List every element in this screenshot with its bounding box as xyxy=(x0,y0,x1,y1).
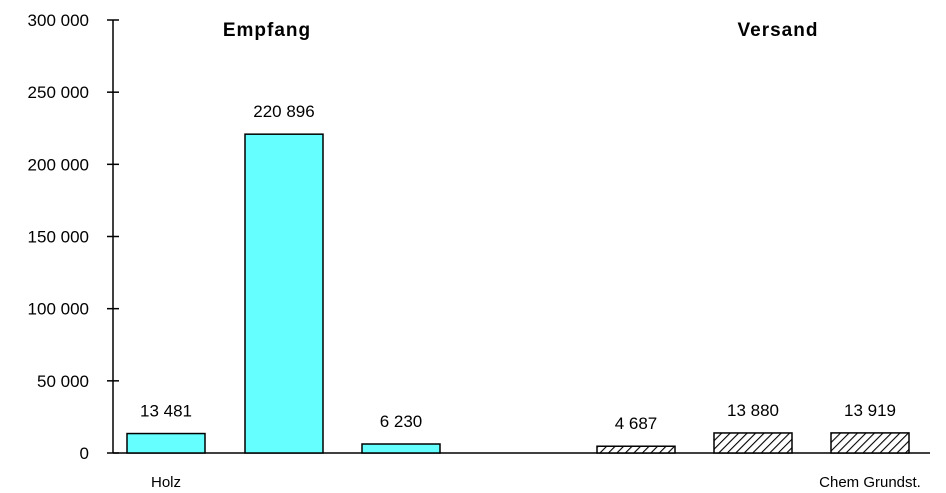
category-label: Holz xyxy=(151,474,181,491)
bars xyxy=(126,133,910,454)
y-tick-label: 50 000 xyxy=(37,372,89,391)
data-label: 13 919 xyxy=(844,401,896,420)
y-tick-label: 250 000 xyxy=(28,83,89,102)
y-tick-label: 300 000 xyxy=(28,11,89,30)
data-label: 4 687 xyxy=(615,414,658,433)
bar xyxy=(244,133,324,454)
data-label: 13 481 xyxy=(140,402,192,421)
labels: Empfang 13 481 Holz 220 896 6 230 Versand 4 68… xyxy=(140,20,921,491)
bar xyxy=(126,432,206,454)
data-label: 220 896 xyxy=(253,102,314,121)
y-tick-label: 200 000 xyxy=(28,155,89,174)
bar xyxy=(830,432,910,454)
y-tick-label: 150 000 xyxy=(28,228,89,247)
y-axis: 0 50 000 100 000 150 000 200 000 250 000 300 0… xyxy=(28,11,930,463)
bar xyxy=(361,443,441,454)
bar xyxy=(713,432,793,454)
group-title: Empfang xyxy=(223,20,311,41)
data-label: 6 230 xyxy=(380,412,423,431)
y-tick-label: 0 xyxy=(80,444,89,463)
bar xyxy=(596,445,676,454)
category-label: Chem Grundst. xyxy=(819,474,921,491)
data-label: 13 880 xyxy=(727,401,779,420)
y-tick-label: 100 000 xyxy=(28,300,89,319)
group-title: Versand xyxy=(738,20,819,41)
